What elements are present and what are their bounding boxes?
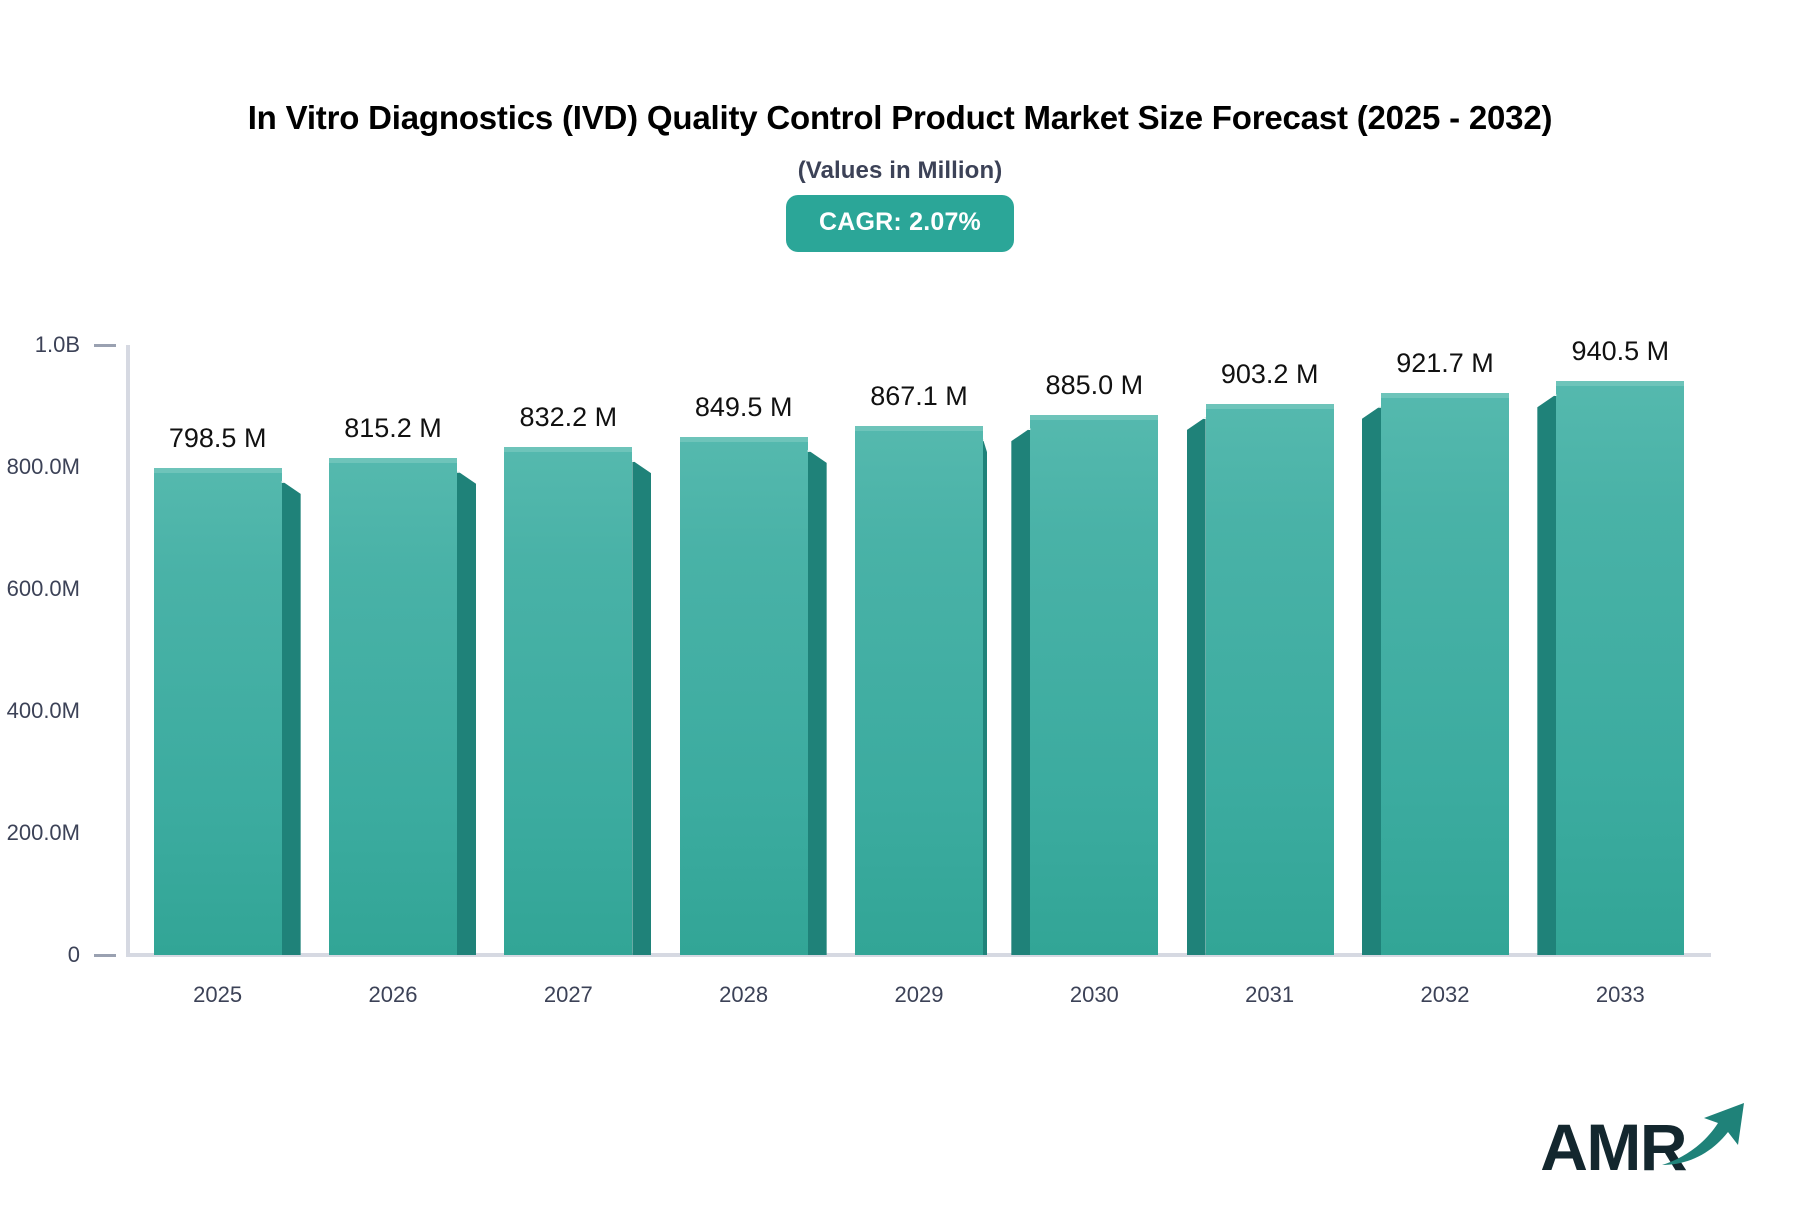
bar-top-face (504, 447, 633, 453)
bar-side-cap (1011, 428, 1031, 431)
logo-wordmark: AMR (1540, 1110, 1687, 1184)
y-axis-line (126, 345, 130, 957)
bar-left-side-face (1362, 405, 1381, 955)
x-axis-tick-label: 2033 (1595, 982, 1645, 1007)
bar-front-face (1381, 392, 1509, 955)
x-axis-tick-label: 2025 (193, 982, 243, 1007)
bar-side-cap (457, 470, 476, 473)
x-axis-tick-label: 2026 (368, 982, 418, 1007)
amr-logo: AMR (1540, 1084, 1752, 1180)
bar-column[interactable]: 798.5 M (153, 345, 301, 955)
cagr-badge-container: CAGR: 2.07% (0, 194, 1800, 252)
bar-left-side-face (1186, 417, 1206, 955)
bar-top-face (1556, 381, 1685, 387)
bar[interactable] (1537, 381, 1685, 955)
y-axis-tick-label: 1.0B (34, 332, 80, 357)
bar-left-side-face (1537, 394, 1557, 955)
bar-value-label: 867.1 M (870, 381, 968, 412)
bar-column[interactable]: 903.2 M (1186, 345, 1334, 955)
bar-value-label: 849.5 M (694, 391, 793, 422)
y-axis-tick-label: 400.0M (6, 698, 80, 723)
bar-front-face (504, 447, 633, 955)
bar-side-cap (983, 439, 987, 442)
y-axis-tick-label: 0 (67, 942, 80, 967)
y-axis-tick-mark (94, 343, 116, 347)
bar[interactable] (504, 447, 652, 955)
bar-top-face (329, 457, 457, 463)
bar[interactable] (1362, 392, 1509, 955)
y-axis-tick-label: 200.0M (6, 820, 80, 845)
bar-value-label: 940.5 M (1571, 336, 1670, 367)
bar-column[interactable]: 940.5 M (1537, 336, 1685, 955)
bar-group: 798.5 M 815.2 M 832.2 M 849.5 M 867.1 M 885.0… (130, 336, 1708, 955)
bar-column[interactable]: 885.0 M (1011, 345, 1159, 955)
growth-arrow-icon (1660, 1099, 1752, 1174)
bar-front-face (1205, 404, 1334, 955)
bar-side-cap (1362, 405, 1381, 408)
bar-right-side-face (281, 480, 301, 955)
y-axis-tick-label: 600.0M (6, 576, 80, 601)
bar-column[interactable]: 815.2 M (329, 345, 476, 955)
y-axis-tick-label: 800.0M (6, 454, 80, 479)
bar[interactable] (855, 426, 987, 955)
bar[interactable] (329, 457, 476, 955)
bar-top-face (679, 436, 808, 442)
bar-column[interactable]: 867.1 M (855, 345, 987, 955)
bar-side-cap (632, 460, 652, 463)
bar-value-label: 832.2 M (519, 402, 618, 433)
bar-value-label: 921.7 M (1396, 347, 1494, 378)
chart-subtitle: (Values in Million) (797, 156, 1003, 184)
page-title: In Vitro Diagnostics (IVD) Quality Contr… (247, 99, 1553, 136)
bar-left-side-face (1011, 428, 1031, 955)
bar-side-cap (281, 480, 301, 483)
bar[interactable] (153, 467, 301, 955)
chart-header: In Vitro Diagnostics (IVD) Quality Contr… (0, 96, 1800, 252)
bar[interactable] (1186, 404, 1334, 955)
x-axis-tick-label: 2030 (1069, 982, 1119, 1007)
bar-right-side-face (983, 439, 987, 955)
cagr-badge: CAGR: 2.07% (786, 194, 1014, 252)
x-axis-tick-label: 2027 (543, 982, 593, 1007)
bar-column[interactable]: 832.2 M (504, 345, 652, 955)
x-axis-tick-label: 2031 (1245, 982, 1295, 1007)
bar-value-label: 903.2 M (1220, 359, 1319, 390)
bar-value-label: 885.0 M (1045, 370, 1144, 401)
x-axis-tick-label: 2032 (1420, 982, 1470, 1007)
bar-front-face (1030, 415, 1159, 955)
x-axis-line (126, 953, 1711, 957)
x-axis-tick-label: 2029 (894, 982, 944, 1007)
bar-front-face (679, 436, 808, 955)
bar-side-cap (1186, 417, 1206, 420)
bar-side-cap (807, 449, 827, 452)
bar-top-face (153, 467, 282, 473)
bar-right-side-face (632, 460, 652, 955)
bar-top-face (1205, 404, 1334, 410)
bar-value-label: 798.5 M (168, 422, 267, 453)
bar-right-side-face (457, 470, 476, 955)
bar[interactable] (1011, 415, 1159, 955)
bar-front-face (329, 457, 457, 955)
bar-front-face (153, 467, 282, 955)
bar-column[interactable]: 921.7 M (1362, 345, 1509, 955)
bar-top-face (1381, 392, 1509, 398)
bar-column[interactable]: 849.5 M (679, 345, 827, 955)
bar-front-face (855, 426, 983, 955)
y-axis-tick-mark (94, 953, 116, 957)
bar-right-side-face (807, 449, 827, 955)
bar-top-face (1030, 415, 1159, 421)
x-axis-tick-label: 2028 (719, 982, 769, 1007)
bar[interactable] (679, 436, 827, 955)
bar-top-face (855, 426, 983, 432)
bar-side-cap (1537, 394, 1557, 397)
bar-front-face (1556, 381, 1685, 955)
bar-value-label: 815.2 M (344, 412, 442, 443)
